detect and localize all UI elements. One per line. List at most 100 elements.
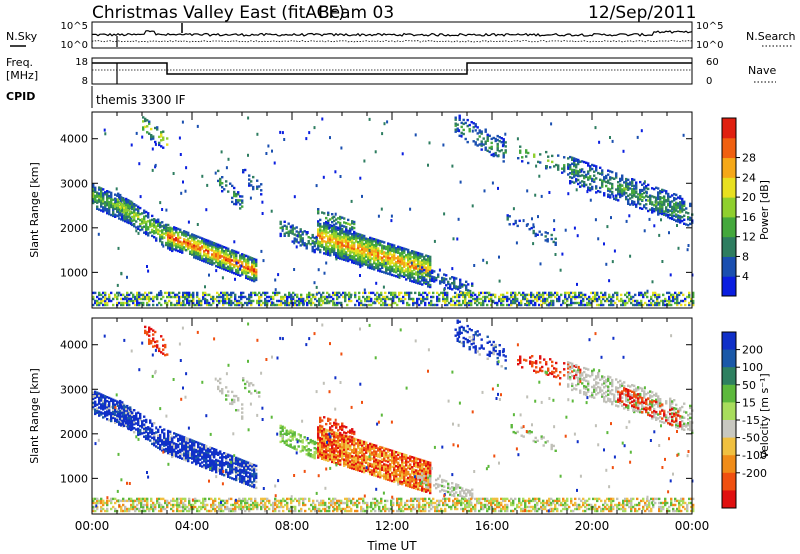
scatter-cell bbox=[185, 234, 188, 238]
scatter-cell bbox=[459, 278, 462, 281]
scatter-cell bbox=[205, 246, 208, 250]
scatter-cell bbox=[484, 128, 487, 131]
scatter-cell bbox=[147, 212, 150, 215]
scatter-cell bbox=[178, 291, 181, 295]
scatter-cell bbox=[547, 155, 550, 158]
scatter-cell bbox=[94, 200, 97, 203]
scatter-cell bbox=[157, 232, 160, 235]
scatter-cell bbox=[177, 241, 180, 245]
scatter-cell bbox=[325, 252, 328, 256]
scatter-cell bbox=[191, 247, 194, 250]
scatter-cell bbox=[117, 202, 120, 206]
scatter-cell bbox=[181, 247, 184, 250]
scatter-cell bbox=[502, 303, 505, 307]
scatter-cell bbox=[108, 295, 111, 299]
scatter-cell bbox=[155, 231, 158, 234]
scatter-cell bbox=[611, 139, 614, 143]
scatter-cell bbox=[491, 181, 494, 185]
scatter-cell bbox=[179, 246, 182, 249]
scatter-cell bbox=[251, 267, 254, 270]
scatter-cell bbox=[169, 242, 172, 245]
scatter-cell bbox=[187, 239, 190, 243]
scatter-cell bbox=[681, 209, 684, 213]
scatter-cell bbox=[181, 231, 184, 234]
scatter-cell bbox=[290, 225, 292, 229]
scatter-cell bbox=[456, 123, 459, 126]
scatter-cell bbox=[645, 203, 648, 206]
scatter-cell bbox=[237, 251, 240, 254]
scatter-cell bbox=[525, 149, 528, 152]
scatter-cell bbox=[175, 229, 178, 232]
scatter-cell bbox=[209, 244, 212, 247]
scatter-cell bbox=[162, 348, 165, 351]
scatter-cell bbox=[148, 132, 151, 135]
scatter-cell bbox=[291, 240, 294, 243]
scatter-cell bbox=[451, 164, 454, 168]
scatter-cell bbox=[325, 234, 328, 238]
scatter-cell bbox=[312, 293, 315, 297]
scatter-cell bbox=[110, 199, 113, 203]
scatter-cell bbox=[289, 229, 292, 232]
scatter-cell bbox=[428, 141, 431, 145]
scatter-cell bbox=[631, 184, 634, 187]
scatter-cell bbox=[241, 201, 244, 204]
scatter-cell bbox=[102, 188, 105, 191]
scatter-cell bbox=[220, 150, 223, 154]
scatter-cell bbox=[159, 225, 162, 229]
scatter-cell bbox=[98, 200, 101, 203]
cpid-text: themis 3300 IF bbox=[96, 93, 186, 107]
scatter-cell bbox=[364, 291, 367, 295]
scatter-cell bbox=[133, 209, 136, 212]
scatter-cell bbox=[432, 295, 435, 299]
scatter-cell bbox=[247, 269, 250, 272]
scatter-cell bbox=[243, 257, 246, 261]
scatter-cell bbox=[145, 210, 148, 214]
scatter-cell bbox=[261, 200, 264, 204]
scatter-cell bbox=[350, 199, 353, 203]
freq-right-tick-top: 60 bbox=[706, 57, 719, 68]
scatter-cell bbox=[171, 233, 174, 236]
scatter-cell bbox=[92, 183, 95, 187]
scatter-cell bbox=[166, 143, 169, 146]
scatter-cell bbox=[223, 266, 226, 269]
scatter-cell bbox=[131, 201, 134, 205]
scatter-cell bbox=[135, 229, 138, 233]
scatter-cell bbox=[687, 244, 690, 247]
scatter-cell bbox=[225, 398, 228, 401]
scatter-cell bbox=[327, 253, 330, 256]
scatter-cell bbox=[213, 242, 216, 245]
scatter-cell bbox=[195, 240, 198, 244]
scatter-cell bbox=[577, 178, 580, 182]
scatter-cell bbox=[137, 217, 140, 220]
scatter-cell bbox=[219, 181, 222, 185]
scatter-cell bbox=[169, 238, 172, 241]
scatter-cell bbox=[110, 201, 113, 205]
scatter-cell bbox=[539, 262, 542, 266]
scatter-cell bbox=[100, 187, 103, 190]
scatter-cell bbox=[458, 129, 461, 133]
scatter-cell bbox=[321, 225, 324, 228]
scatter-cell bbox=[179, 248, 182, 251]
scatter-cell bbox=[137, 209, 140, 212]
scatter-cell bbox=[203, 258, 206, 261]
scatter-cell bbox=[494, 293, 497, 297]
scatter-cell bbox=[209, 258, 212, 261]
scatter-cell bbox=[106, 194, 109, 197]
scatter-cell bbox=[327, 235, 330, 238]
scatter-cell bbox=[474, 129, 477, 132]
scatter-cell bbox=[317, 230, 320, 233]
scatter-cell bbox=[373, 300, 376, 304]
scatter-cell bbox=[171, 239, 174, 242]
scatter-cell bbox=[295, 245, 298, 249]
scatter-cell bbox=[452, 237, 455, 241]
scatter-cell bbox=[360, 299, 363, 303]
scatter-cell bbox=[92, 187, 95, 191]
scatter-cell bbox=[587, 162, 590, 165]
scatter-cell bbox=[165, 225, 168, 229]
colorbar-segment bbox=[722, 256, 736, 277]
scatter-cell bbox=[94, 188, 97, 191]
scatter-cell bbox=[96, 195, 99, 198]
scatter-cell bbox=[323, 226, 326, 229]
scatter-cell bbox=[177, 233, 180, 237]
scatter-cell bbox=[564, 228, 567, 232]
